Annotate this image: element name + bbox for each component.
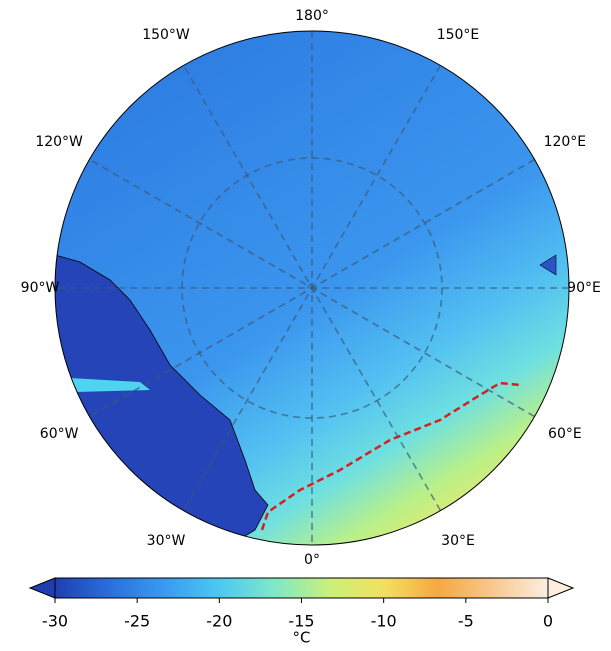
freezing-isotherm bbox=[260, 381, 521, 531]
colorbar-tick-label: -10 bbox=[371, 612, 397, 631]
colorbar-extend-low bbox=[28, 577, 56, 599]
longitude-label: 60°E bbox=[548, 426, 582, 442]
longitude-label: 150°E bbox=[437, 27, 480, 43]
colorbar-scale bbox=[54, 577, 549, 599]
labels: 180° 150°E 120°E 90°E 60°E 30°E 0° 30°W 60°W 90°W… bbox=[21, 8, 601, 568]
longitude-label: 0° bbox=[304, 552, 320, 568]
colorbar-tick-label: -5 bbox=[458, 612, 474, 631]
graticule bbox=[55, 31, 569, 545]
colorbar-tick-label: -20 bbox=[206, 612, 232, 631]
longitude-label: 120°W bbox=[35, 134, 83, 150]
longitude-label: 90°E bbox=[567, 280, 601, 296]
colorbar-tick-label: -15 bbox=[288, 612, 314, 631]
strait bbox=[70, 378, 150, 392]
colorbar-tick-label: -25 bbox=[124, 612, 150, 631]
colorbar: -30 -25 -20 -15 -10 -5 0 °C bbox=[28, 577, 575, 647]
map-boundary bbox=[54, 30, 570, 546]
longitude-label: 90°W bbox=[21, 280, 60, 296]
longitude-label: 30°W bbox=[147, 533, 186, 549]
longitude-label: 30°E bbox=[441, 533, 475, 549]
longitude-label: 120°E bbox=[544, 134, 587, 150]
island bbox=[539, 254, 557, 276]
longitude-label: 60°W bbox=[40, 426, 79, 442]
colorbar-extend-high bbox=[547, 577, 575, 599]
longitude-label: 150°W bbox=[142, 27, 190, 43]
meridian bbox=[182, 65, 442, 511]
longitude-label: 180° bbox=[295, 8, 329, 24]
colorbar-tick-label: 0 bbox=[543, 612, 553, 631]
colorbar-label: °C bbox=[293, 629, 311, 647]
colorbar-tick-label: -30 bbox=[42, 612, 68, 631]
